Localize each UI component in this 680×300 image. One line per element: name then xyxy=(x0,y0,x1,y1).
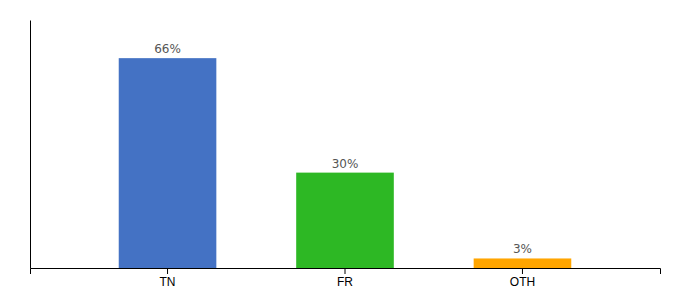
y-axis-line xyxy=(30,21,31,269)
data-label: 30% xyxy=(332,157,359,171)
data-label: 66% xyxy=(154,42,181,56)
x-tick-label: OTH xyxy=(510,275,535,289)
y-axis xyxy=(30,21,31,269)
x-tick-label: FR xyxy=(337,275,353,289)
data-label: 3% xyxy=(513,242,532,256)
x-tick: OTH xyxy=(510,268,535,289)
x-tick-label: TN xyxy=(160,275,176,289)
x-axis: TN FR OTH xyxy=(31,268,661,289)
x-tick-mark xyxy=(345,268,346,274)
x-tick-mark xyxy=(522,268,523,274)
plot: TN FR OTH 66% 30% 3% xyxy=(31,21,661,289)
data-labels: 66% 30% 3% xyxy=(154,42,532,256)
bar xyxy=(296,173,394,268)
bar xyxy=(474,258,572,268)
x-tick: FR xyxy=(337,268,353,289)
chart: TN FR OTH 66% 30% 3% xyxy=(0,0,680,300)
x-tick-mark xyxy=(167,268,168,274)
x-tick: TN xyxy=(160,268,176,289)
x-axis-line xyxy=(31,269,661,275)
bar xyxy=(119,58,217,268)
bars xyxy=(119,58,572,268)
